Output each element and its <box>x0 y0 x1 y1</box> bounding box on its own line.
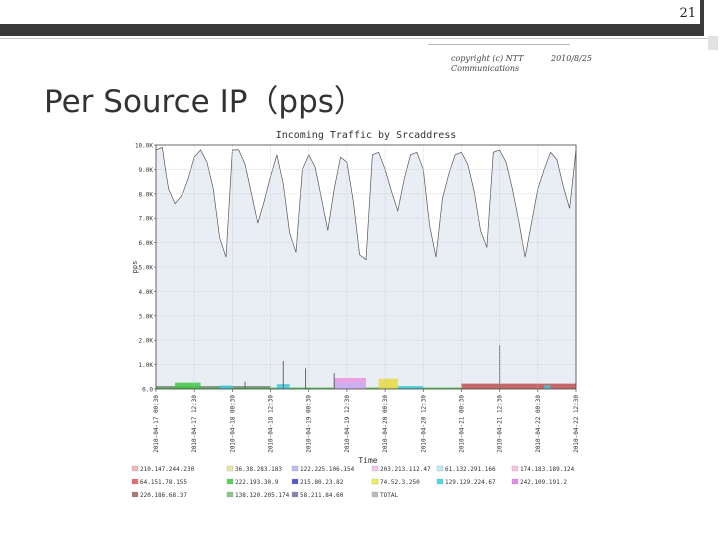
y-tick-label: 10.0K <box>135 143 153 150</box>
series-band <box>175 382 201 389</box>
x-tick-label: 2010-04-19 00:30 <box>306 395 313 453</box>
x-tick-label: 2010-04-20 12:30 <box>420 395 427 453</box>
header-accent-bar <box>700 0 704 36</box>
header-side-tab <box>708 36 718 50</box>
legend-label: TOTAL <box>380 492 398 499</box>
legend-label: 122.225.106.154 <box>300 466 355 473</box>
legend-swatch <box>436 465 444 472</box>
y-tick-label: 2.0K <box>139 338 154 345</box>
legend-label: 129.129.224.67 <box>445 479 496 486</box>
legend-label: 215.80.23.82 <box>300 479 344 486</box>
y-axis-label: pps <box>131 261 139 274</box>
legend-swatch <box>291 491 299 498</box>
legend-label: 203.213.112.47 <box>380 466 431 473</box>
x-tick-label: 2010-04-17 12:30 <box>191 395 198 453</box>
series-band <box>461 383 576 389</box>
legend-swatch <box>226 465 234 472</box>
series-total-area <box>156 147 576 389</box>
series-band <box>544 385 551 389</box>
legend-swatch <box>511 478 519 485</box>
legend-swatch <box>226 478 234 485</box>
legend-label: 36.38.283.183 <box>235 466 282 473</box>
series-band <box>397 386 424 389</box>
series-band <box>334 382 366 389</box>
legend-label: 58.211.84.60 <box>300 492 344 499</box>
x-axis-label: Time <box>358 456 377 465</box>
legend-swatch <box>131 491 139 498</box>
slide-title: Per Source IP（pps） <box>44 84 365 120</box>
legend-label: 220.186.68.37 <box>140 492 187 499</box>
series-band <box>219 385 233 389</box>
x-tick-label: 2010-04-19 12:30 <box>344 395 351 453</box>
legend-label: 242.109.191.2 <box>520 479 567 486</box>
legend-swatch <box>226 491 234 498</box>
legend-label: 222.193.30.9 <box>235 479 279 486</box>
x-tick-label: 2010-04-20 00:30 <box>382 395 389 453</box>
copyright-text: copyright (c) NTT Communications <box>451 54 524 73</box>
footer-rule <box>428 44 570 45</box>
legend-swatch <box>371 491 379 498</box>
legend-swatch <box>131 465 139 472</box>
legend-swatch <box>291 478 299 485</box>
legend-swatch <box>511 465 519 472</box>
legend-label: 64.151.78.155 <box>140 479 187 486</box>
legend-swatch <box>436 478 444 485</box>
legend-label: 74.52.3.250 <box>380 479 420 486</box>
slide-number: 21 <box>679 6 696 21</box>
x-tick-label: 2010-04-21 12:30 <box>497 395 504 453</box>
legend: 210.147.244.230 36.38.283.183 122.225.106.… <box>131 465 575 499</box>
series-total-line <box>155 146 577 261</box>
header-rule <box>0 38 710 39</box>
legend-label: 61.132.291.166 <box>445 466 496 473</box>
y-tick-label: 0.0 <box>142 387 153 394</box>
chart-title: Incoming Traffic by Srcaddress <box>276 130 457 141</box>
header-bar <box>0 24 700 36</box>
y-tick-label: 1.0K <box>139 362 154 369</box>
y-tick-label: 6.0K <box>139 240 154 247</box>
legend-swatch <box>131 478 139 485</box>
legend-swatch <box>371 478 379 485</box>
x-tick-label: 2010-04-17 00:30 <box>153 395 160 453</box>
y-tick-label: 8.0K <box>139 191 154 198</box>
traffic-chart: Incoming Traffic by Srcaddress pps Time … <box>131 130 580 499</box>
legend-label: 210.147.244.230 <box>140 466 195 473</box>
legend-label: 138.120.205.174 <box>235 492 290 499</box>
x-tick-label: 2010-04-18 00:30 <box>229 395 236 453</box>
y-tick-label: 4.0K <box>139 289 154 296</box>
series-band <box>378 378 398 389</box>
series-band <box>156 387 462 389</box>
legend-swatch <box>371 465 379 472</box>
y-tick-label: 5.0K <box>139 265 154 272</box>
y-tick-label: 9.0K <box>139 167 154 174</box>
x-tick-label: 2010-04-18 12:30 <box>268 395 275 453</box>
legend-swatch <box>291 465 299 472</box>
slide-date: 2010/8/25 <box>551 54 593 63</box>
x-tick-label: 2010-04-21 00:30 <box>458 395 465 453</box>
axes: 0.0 1.0K 2.0K 3.0K 4.0K 5.0K 6.0K 7.0K 8.0K 9.0K 1… <box>135 143 580 453</box>
y-tick-label: 7.0K <box>139 216 154 223</box>
y-tick-label: 3.0K <box>139 313 154 320</box>
x-tick-label: 2010-04-22 12:30 <box>573 395 580 453</box>
x-tick-label: 2010-04-22 00:30 <box>535 395 542 453</box>
legend-label: 174.183.189.124 <box>520 466 575 473</box>
